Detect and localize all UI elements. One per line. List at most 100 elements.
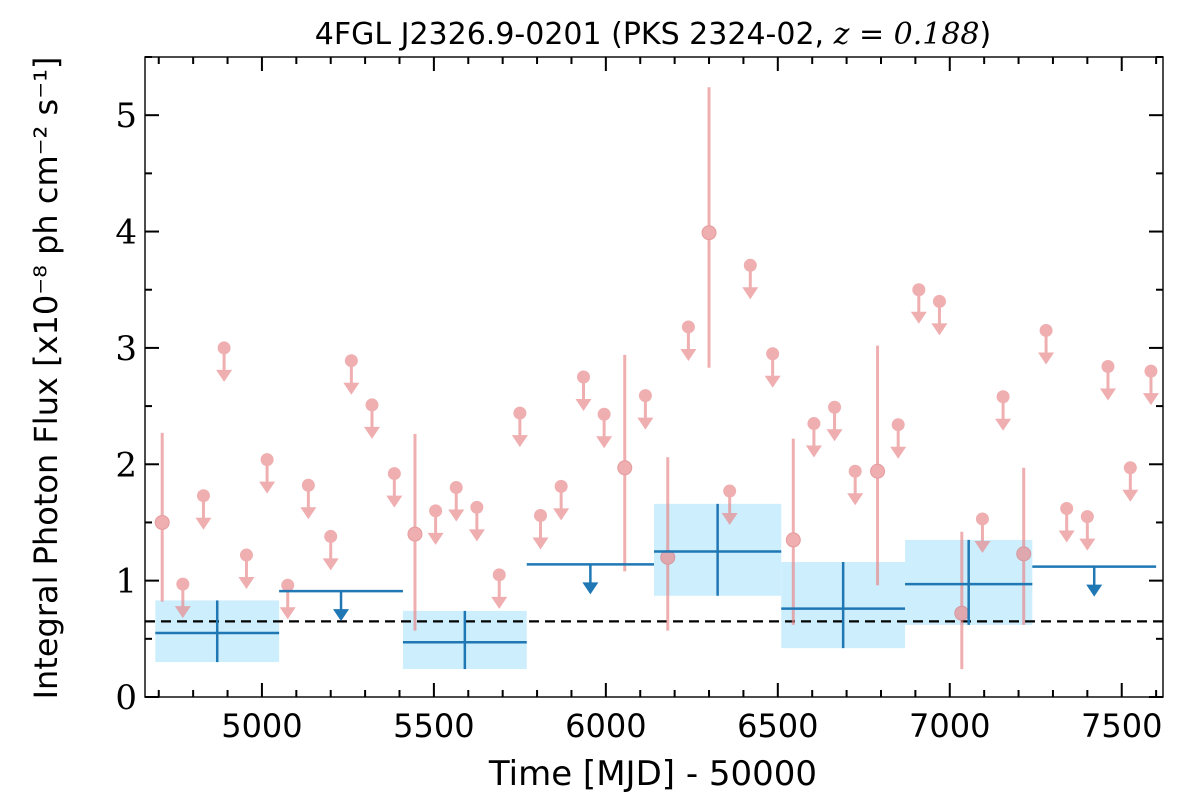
short-bin-ul-point (260, 453, 274, 467)
short-bin-ul-point (176, 577, 190, 591)
short-bin-ul-point (239, 548, 253, 562)
x-tick-labels: 5000 5500 6000 6500 7000 7500 (221, 707, 1162, 745)
short-bin-ul-arrow (637, 417, 654, 430)
short-bin-upper-limit (1142, 364, 1159, 406)
short-bin-upper-limit (1058, 501, 1075, 543)
short-bin-ul-arrow (596, 436, 613, 449)
short-bin-ul-point (301, 478, 315, 492)
short-bin-ul-point (828, 400, 842, 414)
short-bin-detection (701, 87, 717, 368)
short-bin-ul-point (912, 283, 926, 297)
short-bin-upper-limit (448, 481, 465, 522)
short-bin-ul-point (492, 568, 506, 582)
short-bin-ul-point (344, 354, 358, 368)
short-bin-ul-point (996, 390, 1010, 404)
short-bin-ul-point (576, 370, 590, 384)
y-axis-label: Integral Photon Flux [x10⁻⁸ ph cm⁻² s⁻¹] (27, 57, 65, 700)
short-bin-ul-point (1039, 323, 1053, 337)
short-bin-ul-point (196, 489, 210, 503)
chart-title: 4FGL J2326.9-0201 (PKS 2324-02, z = 0.18… (315, 17, 991, 52)
short-bin-upper-limit (511, 406, 528, 448)
short-bin-ul-arrow (995, 418, 1012, 431)
short-bin-upper-limit (195, 489, 212, 530)
short-bin-point (154, 514, 170, 530)
short-bin-upper-limit (427, 504, 444, 545)
short-bin-ul-point (807, 417, 821, 431)
chart-title-math: z = 0.188 (833, 17, 980, 52)
short-bin-ul-arrow (259, 481, 276, 494)
short-bin-upper-limit (995, 390, 1012, 431)
short-bin-upper-limit (553, 479, 570, 521)
short-bin-ul-point (1123, 461, 1137, 475)
chart-title-suffix: ) (980, 17, 992, 52)
short-bin-ul-arrow (680, 348, 697, 361)
short-bin-ul-arrow (322, 558, 339, 571)
short-bin-upper-limit (910, 283, 927, 324)
long-bin-detection (905, 539, 1033, 625)
short-bin-upper-limit (238, 548, 255, 590)
short-bin-ul-arrow (511, 435, 528, 448)
short-bin-upper-limit (1122, 461, 1139, 502)
x-tick-label: 6000 (565, 707, 646, 745)
long-bin-upper-limit (526, 563, 654, 595)
short-bin-ul-arrow (910, 311, 927, 324)
short-bin-ul-point (554, 479, 568, 493)
short-bin-ul-point (1080, 510, 1094, 524)
chart-title-prefix: 4FGL J2326.9-0201 (PKS 2324-02, (315, 17, 834, 52)
x-tick-label: 7500 (1081, 707, 1162, 745)
y-tick-label: 2 (115, 445, 137, 485)
long-bin-detection (155, 600, 280, 663)
short-bin-ul-arrow (195, 517, 212, 530)
short-bin-upper-limit (721, 484, 738, 526)
x-tick-label: 6500 (737, 707, 818, 745)
short-bin-point (785, 532, 801, 548)
y-tick-label: 0 (115, 678, 137, 718)
short-bin-ul-point (766, 347, 780, 361)
y-tick-label: 5 (115, 96, 137, 136)
short-bin-upper-limit (805, 417, 822, 458)
short-bin-point (617, 460, 633, 476)
short-bin-upper-limit (1038, 323, 1055, 365)
x-axis-label: Time [MJD] - 50000 (488, 754, 817, 794)
short-bin-ul-arrow (575, 399, 592, 411)
short-bin-detection (954, 531, 970, 670)
short-bin-ul-point (1060, 501, 1074, 515)
x-tick-label: 5500 (393, 707, 474, 745)
short-bin-ul-arrow (1142, 393, 1159, 406)
short-bin-ul-point (365, 398, 379, 412)
y-tick-labels: 0 1 2 3 4 5 (115, 96, 137, 718)
short-bin-point (954, 605, 970, 621)
long-bin-detection (402, 610, 527, 670)
short-bin-upper-limit (491, 568, 508, 609)
short-bin-ul-point (891, 418, 905, 432)
short-bin-ul-point (217, 341, 231, 355)
short-bin-ul-arrow (279, 607, 296, 620)
short-bin-ul-arrow (343, 382, 360, 395)
x-tick-label: 5000 (221, 707, 302, 745)
short-bin-ul-arrow (238, 577, 255, 590)
y-tick-label: 4 (115, 213, 137, 253)
short-bin-ul-point (281, 578, 295, 592)
short-bin-ul-arrow (216, 369, 233, 382)
short-bin-ul-arrow (826, 429, 843, 442)
short-bin-ul-arrow (1099, 388, 1116, 401)
short-bin-upper-limit (174, 577, 191, 619)
short-bin-ul-arrow (721, 513, 738, 526)
short-bin-upper-limit (343, 354, 360, 395)
short-bin-ul-point (1144, 364, 1158, 378)
short-bin-ul-arrow (974, 540, 991, 553)
short-bin-upper-limit (764, 347, 781, 388)
short-bin-ul-point (932, 294, 946, 308)
short-bin-ul-point (848, 464, 862, 478)
short-bin-ul-arrow (448, 509, 465, 522)
axis-ticks (145, 56, 1163, 698)
short-bin-ul-arrow (742, 287, 759, 300)
long-bin-markers (155, 503, 1157, 670)
short-bin-ul-point (1101, 360, 1115, 374)
short-bin-ul-arrow (1079, 538, 1096, 551)
long-bin-ul-arrow (582, 582, 599, 595)
short-bin-upper-limit (742, 258, 759, 300)
y-tick-label: 3 (115, 329, 137, 369)
short-bin-ul-point (449, 481, 463, 495)
short-bin-upper-limit (637, 389, 654, 430)
